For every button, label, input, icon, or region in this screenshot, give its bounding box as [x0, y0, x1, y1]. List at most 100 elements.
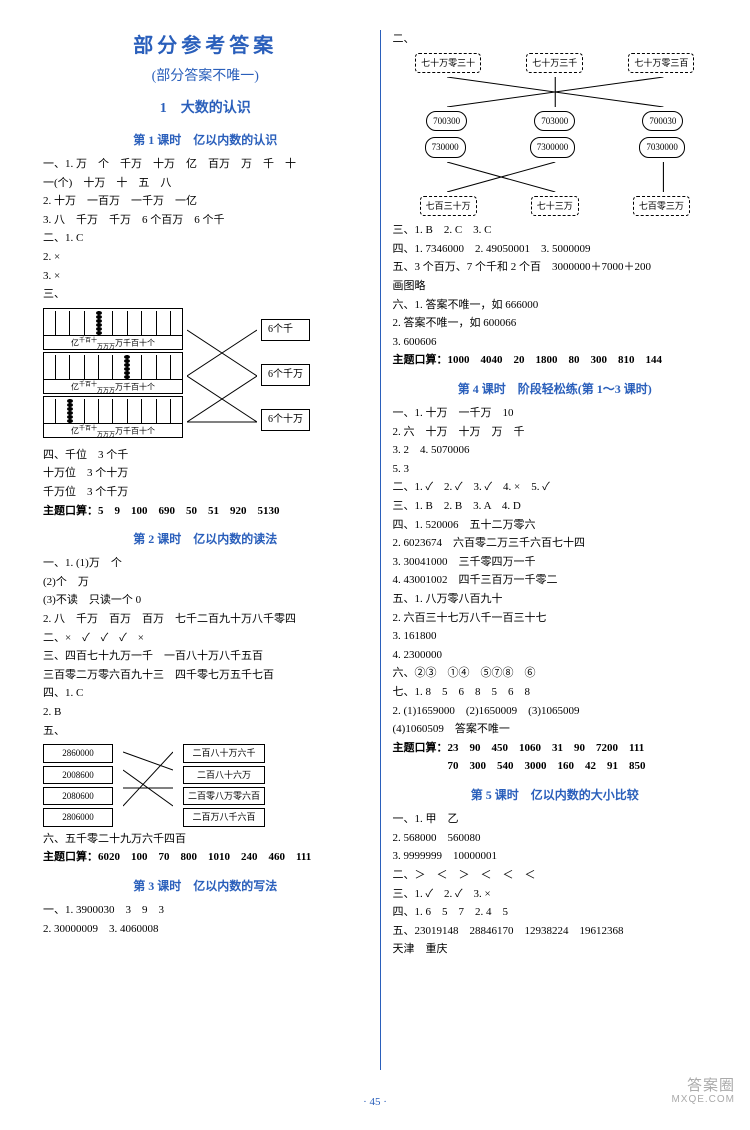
answer-line: 三百零二万零六百九十三 四千零七万五千七百	[43, 667, 368, 685]
abacus-target-1: 6个千	[261, 319, 310, 341]
answer-line: 2. ×	[43, 249, 368, 267]
answer-line: 天津 重庆	[393, 941, 718, 959]
answer-line: 千万位 3 个千万	[43, 484, 368, 502]
answer-line: (2)个 万	[43, 574, 368, 592]
mental-math-line: 主题口算：23 90 450 1060 31 90 7200 111	[393, 740, 718, 758]
answer-line: 2. B	[43, 704, 368, 722]
reading-box: 七十三万	[531, 196, 579, 216]
reading-box: 七十万零三百	[628, 53, 694, 73]
match-number: 2806000	[43, 808, 113, 826]
reading-box: 七十万零三十	[415, 53, 481, 73]
mental-math-line: 70 300 540 3000 160 42 91 850	[393, 758, 718, 776]
cloud-connector	[393, 77, 718, 107]
match-number: 2080600	[43, 787, 113, 805]
abacus-1: 亿千百十万万万万千百十个	[43, 308, 183, 350]
answer-line: 三、1. B 2. C 3. C	[393, 222, 718, 240]
answer-line: 一、1. 甲 乙	[393, 811, 718, 829]
answer-line: 2. (1)1659000 (2)1650009 (3)1065009	[393, 703, 718, 721]
answer-line: 一、1. 十万 一千万 10	[393, 405, 718, 423]
two-column-layout: 部分参考答案 (部分答案不唯一) 1 大数的认识 第 1 课时 亿以内数的认识 …	[35, 30, 725, 1070]
answer-line: 4. 2300000	[393, 647, 718, 665]
answer-line: 2. 6023674 六百零二万三千六百七十四	[393, 535, 718, 553]
answer-line: 3. 30041000 三千零四万一千	[393, 554, 718, 572]
answer-line: (3)不读 只读一个 0	[43, 592, 368, 610]
answer-line: 3. 9999999 10000001	[393, 848, 718, 866]
match-number: 2008600	[43, 766, 113, 784]
watermark-text-1: 答案圈	[671, 1078, 735, 1095]
answer-line: 五、1. 八万零八百九十	[393, 591, 718, 609]
match-reading: 二百八十六万	[183, 766, 265, 784]
mental-math-line: 主题口算：5 9 100 690 50 51 920 5130	[43, 503, 368, 521]
cloud-connector	[393, 162, 718, 192]
answer-line: 四、1. 6 5 7 2. 4 5	[393, 904, 718, 922]
number-cloud: 7030000	[639, 137, 685, 157]
answer-line: 二、1. C	[43, 230, 368, 248]
answer-line: 一、1. 3900030 3 9 3	[43, 902, 368, 920]
answer-line: 四、千位 3 个千	[43, 447, 368, 465]
page-number: · 45 ·	[0, 1094, 750, 1112]
abacus-2: 亿千百十万万万万千百十个	[43, 352, 183, 394]
answer-line: 3. 八 千万 千万 6 个百万 6 个千	[43, 212, 368, 230]
answer-line: 4. 43001002 四千三百万一千零二	[393, 572, 718, 590]
answer-line: 五、	[43, 723, 368, 741]
watermark-text-2: MXQE.COM	[671, 1094, 735, 1105]
answer-line: 2. 568000 560080	[393, 830, 718, 848]
number-cloud: 700300	[426, 111, 467, 131]
cross-connector-lines	[187, 308, 257, 443]
number-cloud: 703000	[534, 111, 575, 131]
mental-math-line: 主题口算：6020 100 70 800 1010 240 460 111	[43, 849, 368, 867]
answer-line: 一、1. 万 个 千万 十万 亿 百万 万 千 十	[43, 156, 368, 174]
chapter-title: 1 大数的认识	[43, 98, 368, 120]
match-number: 2860000	[43, 744, 113, 762]
answer-line: 3. ×	[43, 268, 368, 286]
answer-line: 2. 六百三十七万八千一百三十七	[393, 610, 718, 628]
answer-line: 五、23019148 28846170 12938224 19612368	[393, 923, 718, 941]
left-column: 部分参考答案 (部分答案不唯一) 1 大数的认识 第 1 课时 亿以内数的认识 …	[35, 30, 381, 1070]
answer-line: 四、1. 520006 五十二万零六	[393, 517, 718, 535]
answer-line: 3. 161800	[393, 628, 718, 646]
mental-math-line: 主题口算：1000 4040 20 1800 80 300 810 144	[393, 352, 718, 370]
lesson-5-title: 第 5 课时 亿以内数的大小比较	[393, 786, 718, 805]
right-column: 二、 七十万零三十 七十万三千 七十万零三百 700300 703000 700…	[381, 30, 726, 1070]
answer-line: 五、3 个百万、7 个千和 2 个百 3000000＋7000＋200	[393, 259, 718, 277]
answer-line: 七、1. 8 5 6 8 5 6 8	[393, 684, 718, 702]
cloud-matching-diagram-top: 七十万零三十 七十万三千 七十万零三百 700300 703000 700030	[393, 53, 718, 132]
answer-line: (4)1060509 答案不唯一	[393, 721, 718, 739]
answer-line: 3. 2 4. 5070006	[393, 442, 718, 460]
page-main-title: 部分参考答案	[43, 30, 368, 62]
abacus-target-3: 6个十万	[261, 409, 310, 431]
answer-line: 三、1. B 2. B 3. A 4. D	[393, 498, 718, 516]
answer-line: 2. 十万 一百万 一千万 一亿	[43, 193, 368, 211]
match-reading: 二百零八万零六百	[183, 787, 265, 805]
section-header: 二、	[393, 31, 718, 49]
number-cloud: 730000	[425, 137, 466, 157]
answer-line: 2. 八 千万 百万 百万 七千二百九十万八千零四	[43, 611, 368, 629]
answer-line: 3. 600606	[393, 334, 718, 352]
answer-line: 一、1. (1)万 个	[43, 555, 368, 573]
reading-box: 七十万三千	[526, 53, 583, 73]
lesson-4-title: 第 4 课时 阶段轻松练(第 1～3 课时)	[393, 380, 718, 399]
answer-line: 六、1. 答案不唯一，如 666000	[393, 297, 718, 315]
answer-line: 二、1. ✓ 2. ✓ 3. ✓ 4. × 5. ✓	[393, 479, 718, 497]
answer-line: 5. 3	[393, 461, 718, 479]
answer-line: 十万位 3 个十万	[43, 465, 368, 483]
lesson-2-title: 第 2 课时 亿以内数的读法	[43, 530, 368, 549]
match-reading: 二百八十万六千	[183, 744, 265, 762]
reading-box: 七百零三万	[633, 196, 690, 216]
match-reading: 二百万八千六百	[183, 808, 265, 826]
abacus-matching-diagram: 亿千百十万万万万千百十个 亿千百十万万万万千百十个	[43, 308, 368, 443]
abacus-3: 亿千百十万万万万千百十个	[43, 396, 183, 438]
abacus-place-labels: 亿千百十万万万万千百十个	[44, 423, 182, 442]
answer-line: 2. 六 十万 十万 万 千	[393, 424, 718, 442]
lesson-1-title: 第 1 课时 亿以内数的认识	[43, 131, 368, 150]
answer-line: 六、五千零二十九万六千四百	[43, 831, 368, 849]
watermark: 答案圈 MXQE.COM	[671, 1078, 735, 1106]
answer-line: 2. 30000009 3. 4060008	[43, 921, 368, 939]
number-reading-match-diagram: 2860000 2008600 2080600 2806000 二百八十万六千 …	[43, 744, 368, 827]
cloud-matching-diagram-bottom: 730000 7300000 7030000 七百三十万 七十三万 七百零三万	[393, 137, 718, 216]
page-subtitle: (部分答案不唯一)	[43, 66, 368, 88]
answer-line: 四、1. 7346000 2. 49050001 3. 5000009	[393, 241, 718, 259]
abacus-target-2: 6个千万	[261, 364, 310, 386]
lesson-3-title: 第 3 课时 亿以内数的写法	[43, 877, 368, 896]
answer-line: 四、1. C	[43, 685, 368, 703]
